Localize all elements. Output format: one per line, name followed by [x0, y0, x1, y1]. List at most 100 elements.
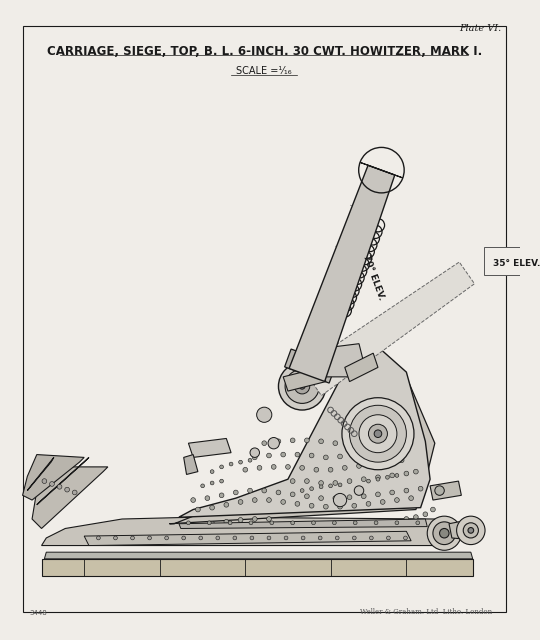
Circle shape: [243, 467, 248, 472]
Circle shape: [403, 536, 407, 540]
Circle shape: [300, 465, 305, 470]
Polygon shape: [42, 517, 444, 545]
Circle shape: [416, 521, 420, 525]
Circle shape: [131, 536, 134, 540]
Circle shape: [319, 439, 323, 444]
Circle shape: [201, 484, 205, 488]
Circle shape: [342, 465, 347, 470]
Circle shape: [207, 521, 211, 525]
Circle shape: [182, 536, 186, 540]
Circle shape: [380, 449, 385, 453]
Circle shape: [276, 439, 281, 444]
Polygon shape: [360, 163, 403, 178]
Circle shape: [191, 498, 195, 502]
Circle shape: [271, 465, 276, 469]
Circle shape: [113, 536, 117, 540]
Circle shape: [252, 455, 257, 460]
Polygon shape: [184, 454, 198, 474]
Circle shape: [195, 507, 200, 512]
Circle shape: [210, 481, 214, 485]
Circle shape: [333, 496, 338, 500]
Circle shape: [42, 479, 47, 483]
Circle shape: [395, 474, 399, 477]
Circle shape: [262, 488, 267, 493]
Circle shape: [295, 502, 300, 506]
Circle shape: [361, 494, 366, 499]
Circle shape: [423, 512, 428, 516]
Circle shape: [229, 462, 233, 466]
Circle shape: [216, 536, 220, 540]
Circle shape: [199, 536, 202, 540]
Circle shape: [257, 465, 262, 470]
Circle shape: [333, 441, 338, 445]
Circle shape: [366, 502, 371, 506]
Polygon shape: [188, 438, 231, 458]
Circle shape: [57, 484, 62, 489]
Circle shape: [291, 479, 295, 483]
Circle shape: [233, 536, 237, 540]
Circle shape: [301, 536, 305, 540]
Circle shape: [319, 496, 323, 500]
Polygon shape: [44, 552, 472, 559]
Circle shape: [338, 483, 342, 487]
Circle shape: [238, 518, 243, 522]
Polygon shape: [37, 458, 89, 505]
Circle shape: [361, 477, 366, 481]
Circle shape: [270, 521, 274, 525]
Circle shape: [338, 504, 342, 509]
Circle shape: [427, 516, 461, 550]
Circle shape: [220, 479, 224, 483]
FancyBboxPatch shape: [484, 247, 540, 275]
Circle shape: [268, 438, 279, 449]
Circle shape: [65, 487, 70, 492]
Circle shape: [329, 484, 333, 488]
Circle shape: [333, 481, 338, 485]
Circle shape: [359, 415, 397, 452]
Circle shape: [239, 460, 242, 464]
Circle shape: [354, 486, 364, 495]
Circle shape: [335, 536, 339, 540]
Circle shape: [267, 516, 271, 522]
Polygon shape: [28, 458, 54, 491]
Circle shape: [210, 470, 214, 474]
Circle shape: [286, 465, 291, 469]
Text: 3448: 3448: [29, 610, 47, 616]
Circle shape: [314, 467, 319, 472]
Circle shape: [165, 536, 168, 540]
Circle shape: [312, 521, 315, 525]
Circle shape: [440, 529, 449, 538]
Circle shape: [374, 521, 378, 525]
Circle shape: [433, 522, 456, 545]
Circle shape: [376, 435, 380, 440]
Circle shape: [352, 504, 356, 508]
Circle shape: [291, 521, 294, 525]
Circle shape: [338, 454, 342, 459]
Polygon shape: [302, 262, 475, 396]
Polygon shape: [449, 519, 477, 540]
Circle shape: [238, 500, 243, 504]
Text: 35° ELEV.: 35° ELEV.: [494, 259, 540, 268]
Circle shape: [319, 481, 323, 485]
Circle shape: [399, 458, 404, 463]
Circle shape: [267, 536, 271, 540]
Circle shape: [395, 521, 399, 525]
Circle shape: [210, 505, 214, 510]
Circle shape: [390, 433, 395, 438]
Circle shape: [468, 527, 474, 533]
Circle shape: [374, 430, 382, 438]
Circle shape: [404, 471, 409, 476]
Circle shape: [333, 521, 336, 525]
Circle shape: [228, 521, 232, 525]
Circle shape: [409, 496, 414, 500]
Circle shape: [380, 500, 385, 504]
Circle shape: [295, 452, 300, 457]
Circle shape: [147, 536, 151, 540]
Circle shape: [299, 383, 305, 389]
Polygon shape: [179, 519, 427, 529]
Circle shape: [463, 523, 478, 538]
Text: Plate VI.: Plate VI.: [459, 24, 501, 33]
Circle shape: [352, 452, 356, 457]
Circle shape: [291, 492, 295, 497]
Circle shape: [309, 504, 314, 508]
Circle shape: [369, 536, 373, 540]
